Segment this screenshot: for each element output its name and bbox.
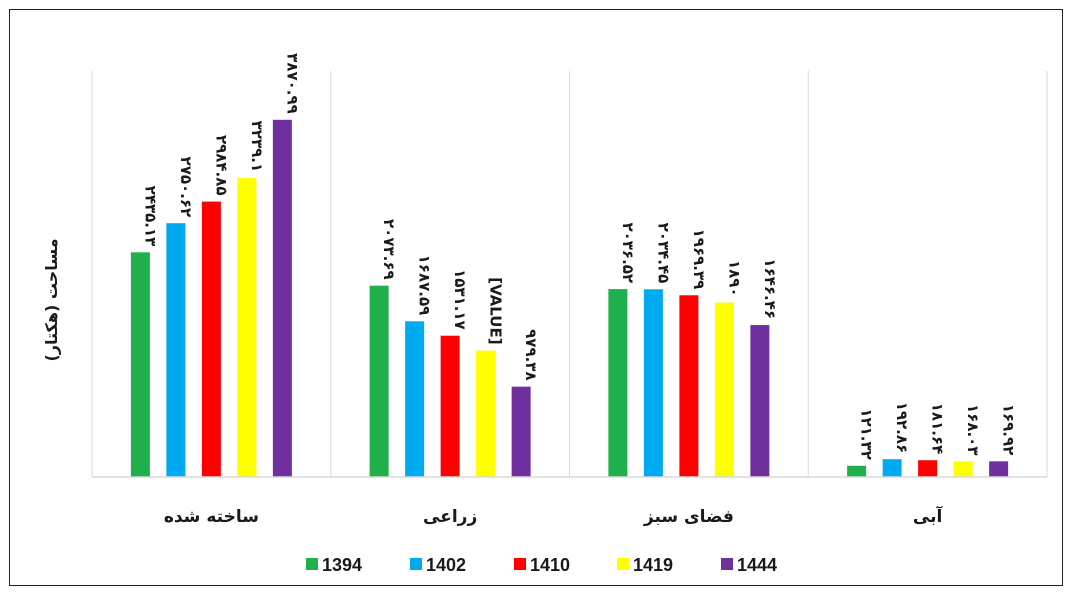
bar (643, 289, 663, 477)
data-label: ۱۹۶۹.۳۹ (690, 229, 708, 290)
data-label: ۲۰۳۴.۴۵ (654, 223, 672, 284)
data-label: ۲۴۳۵.۱۳ (141, 186, 159, 247)
bar (989, 461, 1009, 477)
legend-label: 1402 (426, 555, 466, 575)
legend-swatch (306, 558, 318, 570)
bar (918, 460, 938, 477)
bar (953, 461, 973, 477)
y-axis-label: مساحت (هکتار) (42, 238, 61, 361)
category-label: فضای سبز (643, 507, 734, 527)
bar (440, 335, 460, 477)
bar (166, 223, 186, 477)
data-label: ۱۸۱.۶۴ (929, 403, 947, 454)
data-label: ۳۲۳۹.۱ (248, 121, 266, 172)
bar (714, 302, 734, 477)
bar (130, 252, 150, 477)
legend-swatch (514, 558, 526, 570)
category-label: آبی (913, 505, 944, 527)
legend-swatch (410, 558, 422, 570)
legend-label: 1394 (322, 555, 362, 575)
data-label: ۱۶۹.۹۲ (1000, 404, 1018, 455)
bar (476, 350, 496, 477)
data-label: ۳۸۷۰.۹۹ (283, 53, 301, 114)
bar (511, 386, 531, 477)
bar (847, 465, 867, 477)
data-label: ۱۹۲.۸۶ (893, 402, 911, 453)
bar (882, 459, 902, 477)
data-label: ۲۷۵۰.۶۲ (177, 157, 195, 218)
data-label: [VALUE] (487, 277, 505, 344)
data-label: ۲۰۷۳.۶۹ (380, 219, 398, 280)
legend-swatch (721, 558, 733, 570)
bar (608, 289, 628, 477)
bar (750, 325, 770, 477)
category-label: زراعی (423, 507, 477, 527)
bar (369, 285, 389, 477)
data-label: ۱۲۱.۳۲ (858, 408, 876, 459)
data-label: ۱۶۴۶.۴۶ (761, 258, 779, 319)
bar (237, 178, 257, 477)
data-label: ۹۷۹.۳۸ (522, 329, 540, 380)
legend-label: 1410 (530, 555, 570, 575)
category-label: ساخته شده (164, 507, 259, 527)
legend-swatch (617, 558, 629, 570)
bar (405, 321, 425, 477)
data-label: ۱۶۸۷.۵۹ (416, 255, 434, 316)
legend-label: 1419 (633, 555, 673, 575)
bar (272, 119, 292, 477)
data-label: ۲۹۸۴.۸۵ (212, 135, 230, 196)
legend-label: 1444 (737, 555, 777, 575)
data-label: ۱۸۹۰ (725, 260, 743, 297)
bar (679, 295, 699, 477)
bar (201, 201, 221, 477)
data-label: ۱۵۳۱.۱۷ (451, 269, 469, 330)
data-label: ۱۶۸.۰۳ (964, 404, 982, 455)
data-label: ۲۰۳۶.۵۲ (619, 222, 637, 283)
